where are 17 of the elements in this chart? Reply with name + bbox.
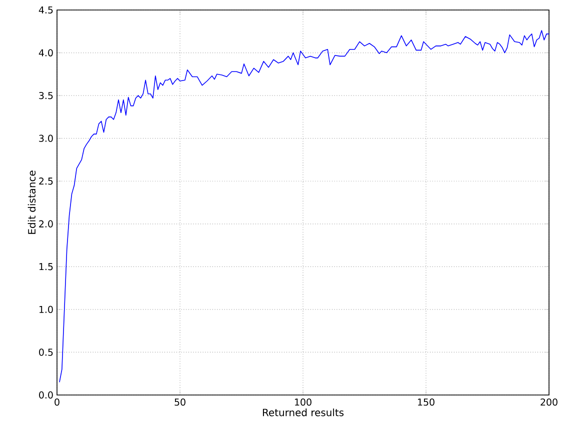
x-tick-label: 200	[540, 398, 558, 406]
y-tick-label: 2.5	[39, 178, 53, 185]
y-tick-label: 3.5	[39, 92, 53, 100]
y-tick-label: 4.0	[38, 49, 53, 56]
y-tick-label: 0.0	[39, 391, 53, 399]
x-tick-label: 100	[295, 398, 312, 406]
y-tick-label: 2.0	[39, 220, 53, 228]
y-axis-title: Edit distance	[28, 170, 36, 234]
y-tick-label: 4.5	[38, 6, 53, 14]
x-tick-label: 150	[418, 398, 434, 406]
x-axis-title: Returned results	[262, 408, 344, 416]
y-tick-label: 3.0	[39, 134, 53, 142]
x-tick-label: 50	[174, 398, 186, 406]
x-tick-label: 0	[54, 398, 60, 406]
y-tick-label: 1.5	[39, 263, 53, 270]
y-tick-label: 0.5	[39, 348, 53, 356]
y-tick-label: 1.0	[39, 306, 53, 314]
